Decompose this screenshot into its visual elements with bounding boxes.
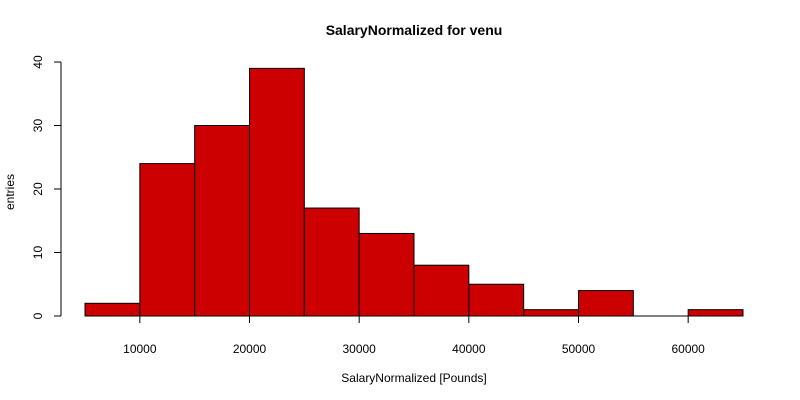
histogram-bar xyxy=(249,67,305,317)
y-tick-label: 20 xyxy=(31,182,45,196)
x-tick-label: 50000 xyxy=(562,342,596,356)
histogram-bar xyxy=(523,309,580,317)
y-axis-label: entries xyxy=(3,174,17,210)
histogram-bar xyxy=(413,264,470,317)
y-tick-label: 40 xyxy=(31,55,45,69)
histogram-bar xyxy=(358,232,415,317)
chart-title: SalaryNormalized for venu xyxy=(326,22,503,38)
x-tick-label: 60000 xyxy=(671,342,705,356)
y-tick-label: 30 xyxy=(31,119,45,133)
bars-group xyxy=(84,67,744,317)
histogram-bar xyxy=(303,207,360,317)
x-tick-label: 20000 xyxy=(233,342,267,356)
histogram-bar xyxy=(687,309,744,317)
histogram-bar xyxy=(84,302,141,317)
histogram-bar xyxy=(194,125,251,317)
x-axis: 10000 20000 30000 40000 50000 60000 xyxy=(123,315,705,356)
y-tick-label: 0 xyxy=(31,312,45,319)
histogram-bar xyxy=(468,283,525,317)
histogram-bar xyxy=(578,290,634,317)
y-axis: 0 10 20 30 40 xyxy=(31,55,62,319)
histogram-bar xyxy=(139,163,196,317)
x-tick-label: 40000 xyxy=(452,342,486,356)
x-tick-label: 30000 xyxy=(342,342,376,356)
x-axis-label: SalaryNormalized [Pounds] xyxy=(341,371,486,385)
y-tick-label: 10 xyxy=(31,246,45,260)
x-tick-label: 10000 xyxy=(123,342,157,356)
